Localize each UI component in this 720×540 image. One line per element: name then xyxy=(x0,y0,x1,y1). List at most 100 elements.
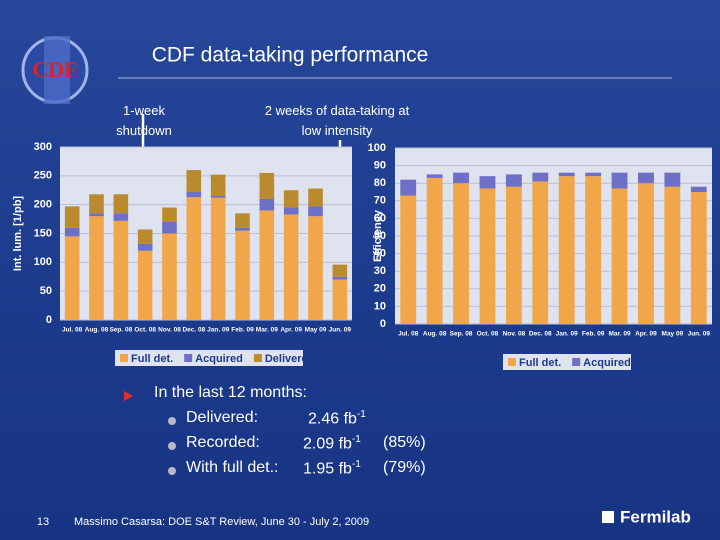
page-number: 13 xyxy=(37,516,49,528)
bar-segment xyxy=(89,194,104,214)
legend-label: Full det. xyxy=(519,357,561,369)
logo-bar xyxy=(44,36,70,104)
bar-segment xyxy=(235,230,250,320)
x-tick-label: Feb. 09 xyxy=(231,327,254,334)
bar-segment xyxy=(664,186,681,324)
bar-segment xyxy=(137,229,153,244)
bar-segment xyxy=(283,214,299,320)
bar-segment xyxy=(89,216,104,320)
slide-title: CDF data-taking performance xyxy=(152,44,429,67)
x-tick-label: Mar. 09 xyxy=(609,331,631,338)
bullet xyxy=(168,442,176,450)
legend-swatch xyxy=(253,354,262,362)
bar-segment xyxy=(162,207,177,222)
x-tick-label: Jun. 09 xyxy=(688,331,711,338)
logo-text: CDF xyxy=(32,57,77,82)
legend-swatch xyxy=(572,358,581,366)
item-value: 2.09 fb-1 xyxy=(303,434,361,453)
bullet xyxy=(168,417,176,425)
bar-segment xyxy=(210,197,226,320)
bar-segment xyxy=(186,191,202,198)
item-label: Recorded: xyxy=(186,434,260,451)
legend-label: Delivered xyxy=(265,353,315,365)
x-tick-label: Feb. 09 xyxy=(582,331,605,338)
y-tick-label: 10 xyxy=(374,300,386,312)
bar-segment xyxy=(453,183,469,324)
y-tick-label: 40 xyxy=(374,248,386,260)
bar-segment xyxy=(64,227,80,237)
bar-segment xyxy=(332,264,348,277)
legend-label: Acquired xyxy=(195,353,243,365)
bar-segment xyxy=(137,243,153,251)
y-tick-label: 60 xyxy=(374,212,386,224)
item-label: Delivered: xyxy=(186,409,259,426)
bar-segment xyxy=(611,172,628,189)
bar-segment xyxy=(400,195,417,324)
bar-segment xyxy=(259,198,275,211)
legend-swatch xyxy=(120,354,128,362)
bar-segment xyxy=(186,170,202,192)
item-exponent: -1 xyxy=(351,434,361,445)
x-tick-label: Sep. 08 xyxy=(450,331,473,338)
bar-segment xyxy=(89,213,104,217)
legend-label: Acquired xyxy=(583,357,631,369)
bar-segment xyxy=(664,172,681,187)
x-tick-label: Jan. 09 xyxy=(556,331,578,338)
legend-swatch xyxy=(508,358,516,366)
x-tick-label: Aug. 08 xyxy=(423,331,447,338)
item-value-text: 2.46 fb xyxy=(308,410,357,428)
y-tick-label: 100 xyxy=(368,142,386,154)
bar-segment xyxy=(532,172,549,182)
bar-segment xyxy=(283,190,299,208)
item-value-text: 2.09 fb xyxy=(303,435,352,453)
x-tick-label: Nov. 08 xyxy=(158,327,181,334)
bar-segment xyxy=(283,207,299,215)
bar-segment xyxy=(64,236,80,320)
x-tick-label: Jul. 08 xyxy=(62,327,83,334)
bar-segment xyxy=(532,181,549,324)
x-tick-label: Jul. 08 xyxy=(398,331,419,338)
bar-segment xyxy=(113,213,129,221)
bar-segment xyxy=(210,196,226,198)
bar-segment xyxy=(479,176,496,189)
bar-segment xyxy=(235,227,250,231)
bar-segment xyxy=(113,220,129,320)
bar-segment xyxy=(137,250,153,320)
x-tick-label: Apr. 09 xyxy=(280,327,302,334)
legend-swatch xyxy=(184,354,193,362)
bar-segment xyxy=(64,206,80,228)
footer: Massimo Casarsa: DOE S&T Review, June 30… xyxy=(74,516,369,528)
bar-segment xyxy=(235,213,250,228)
bar-segment xyxy=(332,276,348,280)
x-tick-label: May 09 xyxy=(305,327,327,334)
x-tick-label: Jun. 09 xyxy=(329,327,352,334)
x-tick-label: Dec. 08 xyxy=(529,331,552,338)
y-tick-label: 100 xyxy=(34,256,52,268)
x-tick-label: Aug. 08 xyxy=(85,327,109,334)
bullet-arrow xyxy=(124,391,133,401)
item-percent: (79%) xyxy=(383,459,426,476)
bar-segment xyxy=(308,206,323,217)
bar-segment xyxy=(259,210,275,320)
bar-segment xyxy=(638,172,654,184)
item-label: With full det.: xyxy=(186,459,279,476)
x-tick-label: Mar. 09 xyxy=(256,327,278,334)
y-tick-label: 250 xyxy=(34,170,52,182)
bar-segment xyxy=(400,179,417,196)
bar-segment xyxy=(453,172,469,184)
y-axis-label: Efficiency xyxy=(372,209,384,262)
bar-segment xyxy=(558,172,575,177)
item-value: 1.95 fb-1 xyxy=(303,459,361,478)
bar-segment xyxy=(558,176,575,324)
bullet xyxy=(168,467,176,475)
bar-segment xyxy=(162,233,177,320)
item-percent: (85%) xyxy=(383,434,426,451)
bar-segment xyxy=(113,194,129,214)
x-tick-label: Jan. 09 xyxy=(207,327,229,334)
bar-segment xyxy=(426,174,443,178)
brand-icon xyxy=(602,511,614,523)
y-tick-label: 150 xyxy=(34,227,52,239)
item-exponent: -1 xyxy=(351,459,361,470)
